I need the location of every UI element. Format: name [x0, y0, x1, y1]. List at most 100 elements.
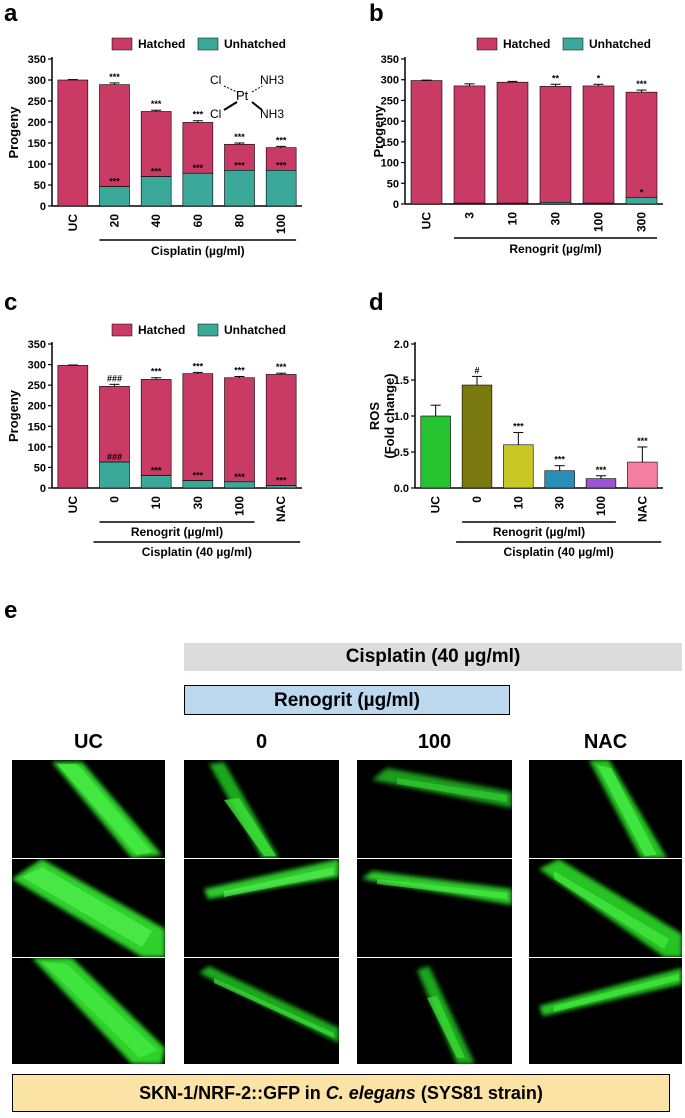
significance-mark-unhatched: ***	[234, 472, 245, 482]
x-tick-label: NAC	[274, 496, 288, 522]
bar-hatched	[224, 143, 255, 171]
panel-label-c: c	[4, 289, 18, 316]
bar-unhatched	[453, 202, 486, 205]
y-tick-label: 350	[28, 339, 46, 351]
structure-bond	[223, 85, 238, 93]
legend-label-hatched: Hatched	[138, 37, 185, 51]
y-tick-label: 2.0	[394, 339, 409, 351]
structure-bond	[251, 85, 263, 93]
x-axis-label-outer: Cisplatin (40 µg/ml)	[142, 545, 252, 559]
significance-mark: *	[597, 73, 601, 83]
significance-mark: ***	[151, 367, 162, 377]
legend-swatch-unhatched	[197, 37, 219, 51]
y-axis-label: Progeny	[371, 105, 386, 158]
micrograph-nac-1	[529, 760, 682, 858]
x-tick-label: 3	[463, 212, 477, 219]
x-tick-label: UC	[429, 496, 443, 514]
micrograph-uc-2	[12, 859, 165, 957]
bar-unhatched	[99, 186, 130, 207]
bar-ros	[461, 384, 493, 489]
bar-hatched	[224, 377, 255, 483]
bar-unhatched	[582, 202, 615, 205]
significance-mark: ***	[151, 99, 162, 109]
bar-unhatched	[265, 170, 297, 207]
y-tick-label: 0.0	[394, 483, 409, 495]
structure-bond	[223, 101, 238, 111]
significance-mark: #	[474, 365, 479, 375]
caption-species: C. elegans	[325, 1083, 416, 1103]
significance-mark: ***	[637, 436, 648, 446]
bar-unhatched	[99, 461, 130, 489]
y-tick-label: 0.5	[394, 447, 409, 459]
y-axis-label: Progeny	[6, 106, 21, 159]
bar-hatched	[453, 85, 486, 204]
chart-b-progeny-renogrit: 0 50 100 150 200 250 300 350 Progeny UC 3 10 ** 30 * 10…	[371, 37, 663, 256]
y-tick-label: 250	[381, 95, 399, 107]
y-tick-label: 150	[381, 137, 399, 149]
bar-unhatched	[496, 202, 529, 205]
x-tick-label: 30	[553, 496, 567, 510]
legend-label-unhatched: Unhatched	[224, 323, 286, 337]
y-tick-label: 0	[40, 483, 46, 495]
x-tick-label: 10	[511, 496, 525, 510]
y-tick-label: 50	[34, 180, 46, 192]
micrograph-0-1	[184, 760, 339, 858]
bar-ros	[544, 470, 575, 489]
significance-mark-unhatched: ***	[193, 471, 204, 481]
y-tick-label: 100	[28, 442, 46, 454]
bar-unhatched	[224, 481, 255, 489]
y-tick-label: 200	[28, 401, 46, 413]
y-tick-label: 300	[28, 360, 46, 372]
y-tick-label: 350	[28, 54, 46, 66]
bar-ros	[503, 444, 534, 489]
bar-ros	[585, 478, 617, 489]
y-tick-label: 350	[381, 54, 399, 66]
significance-mark: **	[552, 73, 560, 83]
x-tick-label: 10	[506, 212, 520, 226]
bar-hatched	[265, 374, 297, 486]
bar-hatched	[539, 86, 572, 203]
significance-mark: ***	[596, 465, 607, 475]
panel-label-e: e	[4, 597, 18, 624]
legend-swatch-unhatched	[197, 323, 219, 337]
significance-mark: ***	[109, 72, 120, 82]
caption-suffix: (SYS81 strain)	[415, 1083, 543, 1103]
structure-cl-top: Cl	[210, 73, 221, 87]
micrograph-uc-3	[12, 958, 165, 1064]
x-tick-label: 0	[470, 496, 484, 503]
figure-caption-strain: SKN-1/NRF-2::GFP in C. elegans (SYS81 st…	[12, 1074, 670, 1112]
bar-hatched	[57, 365, 89, 489]
bar-hatched	[99, 386, 130, 463]
bar-hatched	[625, 91, 658, 198]
significance-mark: ***	[193, 361, 204, 371]
y-tick-label: 300	[28, 75, 46, 87]
significance-mark-unhatched: ***	[151, 466, 162, 476]
significance-mark-unhatched: ***	[234, 160, 245, 170]
significance-mark: ***	[193, 110, 204, 120]
y-tick-label: 150	[28, 421, 46, 433]
y-tick-label: 100	[28, 159, 46, 171]
x-tick-label: UC	[420, 212, 434, 230]
y-axis-label: (Fold change)	[382, 373, 397, 458]
micrograph-100-1	[357, 760, 512, 858]
bar-hatched	[140, 379, 172, 476]
bar-ros	[627, 461, 658, 489]
significance-mark: ***	[636, 79, 647, 89]
bar-unhatched	[140, 176, 172, 207]
x-tick-label: 100	[594, 496, 608, 516]
legend-swatch-hatched	[476, 37, 498, 51]
significance-mark-unhatched: *	[640, 187, 644, 197]
significance-mark: ***	[513, 422, 524, 432]
significance-mark-unhatched: ***	[193, 163, 204, 173]
legend-swatch-unhatched	[562, 37, 584, 51]
y-tick-label: 250	[28, 380, 46, 392]
y-tick-label: 300	[381, 75, 399, 87]
x-tick-label: 80	[233, 214, 247, 228]
bar-hatched	[496, 81, 529, 204]
y-tick-label: 150	[28, 138, 46, 150]
panel-label-d: d	[369, 289, 384, 316]
bar-hatched	[582, 85, 615, 204]
significance-mark: ***	[554, 455, 565, 465]
bar-unhatched	[182, 172, 214, 207]
micrograph-100-2	[357, 859, 512, 957]
